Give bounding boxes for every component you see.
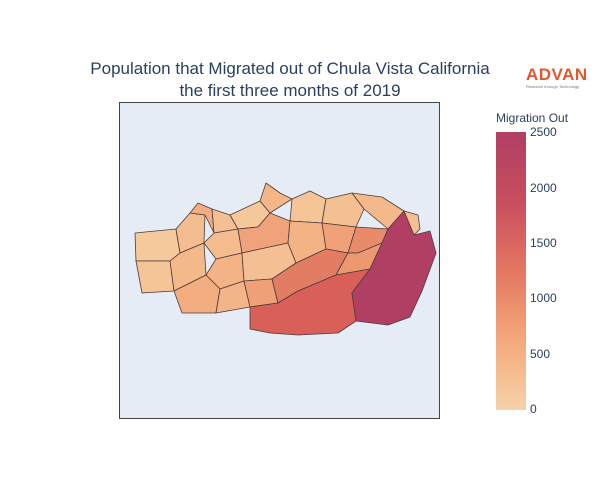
region-northeast-2	[321, 192, 365, 228]
colorbar-tick-1500: 1500	[530, 236, 557, 250]
region-north-4	[259, 182, 293, 214]
title-line-1: Population that Migrated out of Chula Vi…	[90, 59, 490, 78]
colorbar-tick-2500: 2500	[530, 125, 557, 139]
colorbar-tick-0: 0	[530, 402, 537, 416]
region-west-1	[134, 228, 181, 262]
colorbar-title: Migration Out	[496, 111, 569, 125]
logo-tagline: Research through Technology	[526, 84, 580, 89]
colorbar	[496, 132, 526, 410]
advan-logo: ADVAN Research through Technology	[526, 66, 596, 90]
chart-title: Population that Migrated out of Chula Vi…	[30, 58, 550, 102]
region-west-3	[175, 212, 206, 254]
colorbar-tick-500: 500	[530, 347, 551, 361]
region-west-4	[169, 242, 207, 292]
region-west-2	[135, 260, 175, 294]
region-east-small	[403, 210, 421, 236]
colorbar-tick-2000: 2000	[530, 181, 557, 195]
logo-name: ADVAN	[526, 65, 588, 84]
title-line-2: the first three months of 2019	[179, 81, 401, 100]
region-south-large	[249, 268, 371, 336]
region-northeast-1	[289, 190, 327, 224]
map-frame[interactable]	[119, 102, 440, 419]
choropleth-map	[134, 182, 437, 336]
colorbar-tick-1000: 1000	[530, 291, 557, 305]
